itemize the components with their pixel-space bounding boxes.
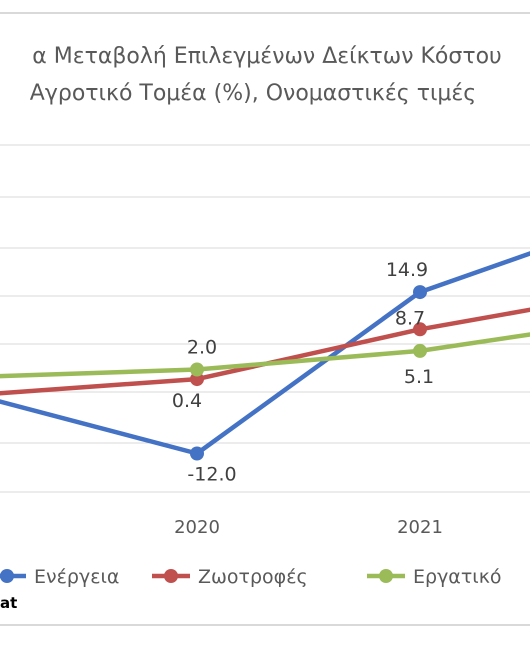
legend-label-2: Εργατικό — [413, 566, 502, 588]
x-tick-labels: 2020 2021 — [174, 517, 443, 538]
data-point-0-2 — [413, 285, 427, 300]
gridlines — [0, 144, 530, 493]
data-label-0-2: 14.9 — [386, 259, 428, 281]
data-point-2-2 — [413, 343, 427, 358]
data-label-2-1: 2.0 — [187, 337, 217, 359]
legend-label-1: Ζωοτροφές — [198, 566, 308, 588]
series-line-1 — [0, 307, 530, 396]
chart-title-line-1: α Μεταβολή Επιλεγμένων Δείκτων Κόστου — [32, 44, 502, 69]
chart-title-line-2: Αγροτικό Τομέα (%), Ονομαστικές τιμές — [29, 81, 477, 106]
legend-label-0: Ενέργεια — [34, 566, 119, 588]
x-tick-label-1: 2020 — [174, 517, 220, 538]
series-line-2 — [0, 332, 530, 379]
data-label-2-2: 5.1 — [404, 366, 434, 388]
chart-frame-top — [0, 12, 530, 14]
x-tick-label-2: 2021 — [397, 517, 443, 538]
source-note: at — [0, 594, 18, 612]
chart-frame-bottom — [0, 624, 530, 626]
data-label-0-1: -12.0 — [187, 464, 236, 486]
legend-marker-2 — [379, 569, 393, 583]
legend: Ενέργεια Ζωοτροφές Εργατικό — [0, 566, 502, 588]
data-point-1-1 — [190, 372, 204, 387]
legend-marker-1 — [164, 569, 178, 583]
data-labels: -12.0 14.9 0.4 8.7 2.0 5.1 — [172, 259, 434, 485]
data-point-2-1 — [190, 362, 204, 377]
series-line-0 — [0, 251, 530, 456]
data-label-1-2: 8.7 — [395, 307, 425, 329]
series-points — [190, 285, 427, 461]
legend-marker-0 — [0, 569, 14, 583]
data-point-1-2 — [413, 322, 427, 337]
data-point-0-1 — [190, 446, 204, 461]
series-lines — [0, 251, 530, 456]
data-label-1-1: 0.4 — [172, 390, 202, 412]
